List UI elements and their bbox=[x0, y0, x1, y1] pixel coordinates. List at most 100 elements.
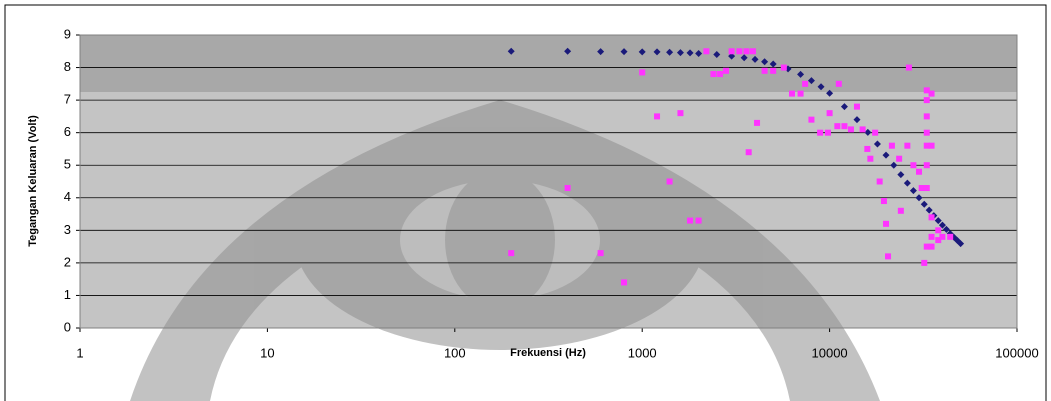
point bbox=[928, 233, 935, 240]
point bbox=[761, 67, 768, 74]
point bbox=[938, 221, 946, 229]
point bbox=[695, 50, 703, 58]
point bbox=[736, 48, 743, 55]
x-tick-label: 10000 bbox=[812, 345, 848, 360]
point bbox=[934, 217, 942, 225]
point bbox=[923, 162, 930, 169]
point bbox=[935, 237, 942, 244]
point bbox=[802, 80, 809, 87]
point bbox=[780, 64, 787, 71]
point bbox=[872, 129, 879, 136]
point bbox=[564, 185, 571, 192]
point bbox=[925, 206, 933, 214]
plot-border bbox=[79, 34, 1018, 329]
point bbox=[835, 80, 842, 87]
point bbox=[859, 126, 866, 133]
point bbox=[916, 168, 923, 175]
point bbox=[703, 48, 710, 55]
point bbox=[905, 64, 912, 71]
point bbox=[676, 49, 684, 57]
point bbox=[928, 90, 935, 97]
point bbox=[935, 227, 942, 234]
point bbox=[923, 97, 930, 104]
point bbox=[666, 48, 674, 56]
y-tick-label: 8 bbox=[64, 59, 71, 74]
x-tick-label: 1 bbox=[76, 345, 83, 360]
point bbox=[654, 113, 661, 120]
y-tick-label: 3 bbox=[64, 222, 71, 237]
x-tick-label: 1000 bbox=[628, 345, 657, 360]
y-tick-label: 9 bbox=[64, 26, 71, 41]
point bbox=[653, 48, 661, 56]
point bbox=[677, 110, 684, 117]
point bbox=[885, 253, 892, 260]
point bbox=[847, 126, 854, 133]
point bbox=[947, 233, 954, 240]
plot-band bbox=[80, 35, 1017, 92]
watermark bbox=[130, 100, 880, 401]
point bbox=[923, 113, 930, 120]
point bbox=[722, 67, 729, 74]
point bbox=[687, 217, 694, 224]
y-tick-label: 7 bbox=[64, 92, 71, 107]
point bbox=[897, 207, 904, 214]
point bbox=[897, 171, 905, 179]
point bbox=[749, 48, 756, 55]
point bbox=[834, 123, 841, 130]
point bbox=[923, 87, 930, 94]
y-tick-label: 5 bbox=[64, 157, 71, 172]
point bbox=[797, 70, 805, 78]
point bbox=[824, 129, 831, 136]
point bbox=[853, 116, 861, 124]
point bbox=[853, 103, 860, 110]
point bbox=[788, 90, 795, 97]
point bbox=[918, 185, 925, 192]
x-axis-title: Frekuensi (Hz) bbox=[510, 347, 586, 359]
point bbox=[920, 200, 928, 208]
point bbox=[826, 110, 833, 117]
watermark-core bbox=[445, 170, 555, 310]
point bbox=[896, 155, 903, 162]
y-tick-label: 2 bbox=[64, 254, 71, 269]
point bbox=[826, 89, 834, 97]
point bbox=[923, 243, 930, 250]
point bbox=[686, 49, 694, 57]
point bbox=[888, 142, 895, 149]
y-tick-label: 6 bbox=[64, 124, 71, 139]
point bbox=[928, 243, 935, 250]
point bbox=[883, 220, 890, 227]
point bbox=[923, 185, 930, 192]
point bbox=[666, 178, 673, 185]
point bbox=[745, 149, 752, 156]
point bbox=[751, 55, 759, 63]
point bbox=[770, 67, 777, 74]
point bbox=[807, 77, 815, 85]
point bbox=[797, 90, 804, 97]
point bbox=[928, 214, 935, 221]
point bbox=[928, 142, 935, 149]
y-tick-label: 0 bbox=[64, 319, 71, 334]
point bbox=[910, 162, 917, 169]
point bbox=[639, 69, 646, 76]
x-tick-label: 100000 bbox=[995, 345, 1038, 360]
point bbox=[817, 83, 825, 91]
point bbox=[808, 116, 815, 123]
point bbox=[597, 250, 604, 257]
point bbox=[890, 161, 898, 169]
point bbox=[939, 233, 946, 240]
x-tick-label: 10 bbox=[260, 345, 274, 360]
point bbox=[695, 217, 702, 224]
point bbox=[638, 48, 646, 56]
point bbox=[716, 71, 723, 78]
point bbox=[904, 142, 911, 149]
point bbox=[761, 58, 769, 66]
point bbox=[873, 140, 881, 148]
point bbox=[597, 48, 605, 56]
point bbox=[915, 194, 923, 202]
point bbox=[728, 48, 735, 55]
point bbox=[942, 225, 950, 233]
point bbox=[864, 145, 871, 152]
point bbox=[923, 129, 930, 136]
